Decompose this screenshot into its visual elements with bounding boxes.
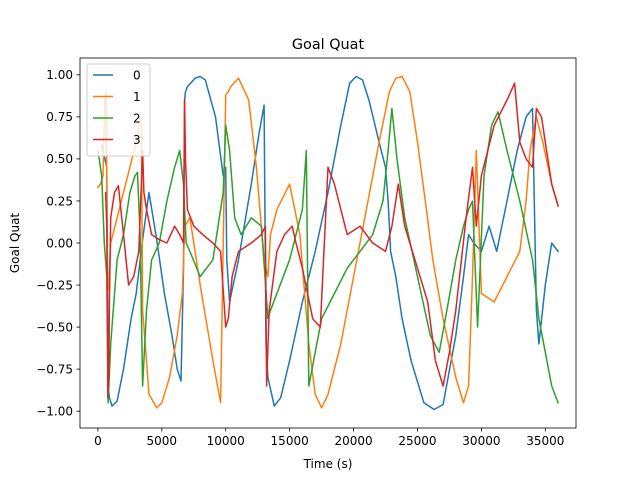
x-tick-label: 10000 <box>207 434 245 448</box>
series-line-3 <box>104 82 560 399</box>
y-tick-label: 0.50 <box>46 152 73 166</box>
y-tick-label: 0.75 <box>46 110 73 124</box>
x-tick-label: 5000 <box>147 434 178 448</box>
y-tick-label: −0.25 <box>36 278 73 292</box>
x-tick-label: 25000 <box>398 434 436 448</box>
legend-box <box>86 63 151 157</box>
x-tick-label: 0 <box>94 434 102 448</box>
y-tick-label: 1.00 <box>46 68 73 82</box>
y-axis: −1.00 −0.75 −0.50 −0.25 0.00 0.25 0.50 0.75 1.00 <box>36 68 80 418</box>
x-axis: 0 5000 10000 15000 20000 25000 30000 35000 <box>94 428 564 448</box>
series-line-2 <box>97 107 560 404</box>
legend-label-1: 1 <box>133 90 141 104</box>
plot-area <box>80 58 576 428</box>
y-axis-label: Goal Quat <box>8 213 22 274</box>
y-tick-label: −0.50 <box>36 320 73 334</box>
y-tick-label: 0.00 <box>46 236 73 250</box>
x-tick-label: 35000 <box>526 434 564 448</box>
legend-label-2: 2 <box>133 111 141 125</box>
y-tick-label: −0.75 <box>36 362 73 376</box>
y-tick-label: 0.25 <box>46 194 73 208</box>
x-tick-label: 30000 <box>462 434 500 448</box>
x-axis-label: Time (s) <box>303 457 353 471</box>
chart-title: Goal Quat <box>292 37 365 53</box>
x-tick-label: 20000 <box>334 434 372 448</box>
y-tick-label: −1.00 <box>36 404 73 418</box>
legend-label-3: 3 <box>133 133 141 147</box>
x-tick-label: 15000 <box>271 434 309 448</box>
legend: 0 1 2 3 <box>86 63 151 157</box>
legend-label-0: 0 <box>133 68 141 82</box>
